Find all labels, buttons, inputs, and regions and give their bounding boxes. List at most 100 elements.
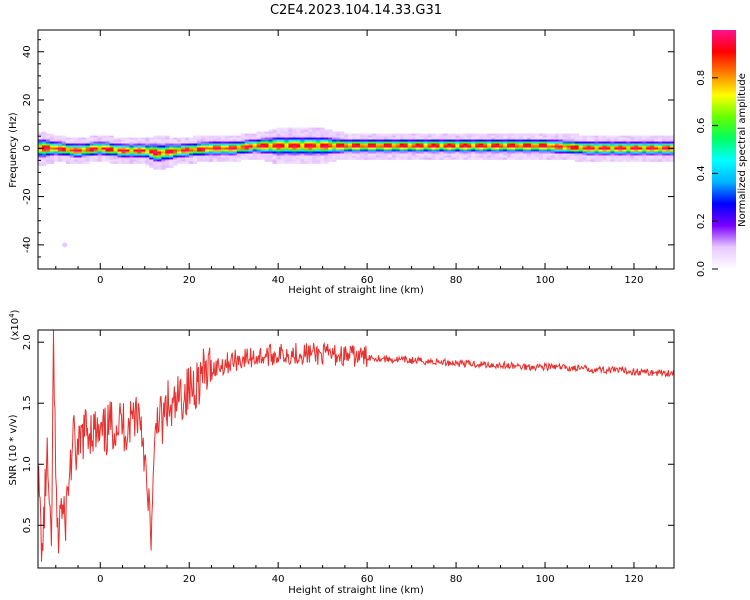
heatmap-cell [499, 143, 504, 146]
heatmap-cell [518, 141, 524, 144]
heatmap-cell [328, 159, 333, 162]
heatmap-cell [344, 145, 349, 148]
heatmap-cell [530, 151, 536, 154]
heatmap-cell [507, 133, 512, 136]
heatmap-cell [562, 135, 568, 138]
heatmap-cell [77, 161, 83, 164]
heatmap-cell [165, 145, 170, 148]
heatmap-cell [650, 135, 655, 138]
heatmap-cell [193, 143, 198, 146]
heatmap-cell [558, 157, 564, 160]
heatmap-cell [646, 141, 651, 144]
heatmap-cell [459, 137, 464, 140]
heatmap-cell [268, 155, 273, 158]
heatmap-cell [228, 143, 234, 146]
heatmap-cell [526, 141, 532, 144]
heatmap-cell [117, 149, 122, 152]
heatmap-cell [69, 143, 75, 146]
heatmap-cell [558, 151, 564, 154]
heatmap-cell [610, 143, 615, 146]
heatmap-cell [97, 145, 103, 148]
heatmap-cell [507, 155, 512, 158]
heatmap-cell [570, 135, 576, 138]
heatmap-cell [93, 143, 99, 146]
heatmap-cell [73, 157, 79, 160]
heatmap-cell [518, 157, 524, 160]
heatmap-cell [626, 139, 631, 142]
heatmap-cell [435, 139, 440, 142]
heatmap-cell [340, 141, 345, 144]
heatmap-cell [252, 157, 258, 160]
heatmap-cell [574, 159, 580, 162]
heatmap-cell [252, 145, 258, 148]
heatmap-cell [38, 151, 43, 154]
heatmap-cell [542, 149, 548, 152]
heatmap-cell [288, 127, 293, 130]
heatmap-cell [216, 151, 222, 154]
heatmap-cell [157, 159, 162, 162]
heatmap-cell [216, 137, 222, 140]
heatmap-cell [348, 141, 353, 144]
heatmap-cell [411, 141, 417, 144]
heatmap-cell [173, 147, 178, 150]
heatmap-cell [280, 153, 285, 156]
heatmap-cell [320, 139, 325, 142]
heatmap-cell [212, 159, 218, 162]
heatmap-cell [443, 135, 448, 138]
heatmap-cell [352, 141, 357, 144]
heatmap-cell [89, 153, 95, 156]
heatmap-cell [161, 155, 166, 158]
heatmap-cell [507, 151, 512, 154]
heatmap-cell [101, 139, 106, 142]
heatmap-cell [546, 149, 552, 152]
heatmap-cell [344, 157, 349, 160]
heatmap-cell [260, 147, 265, 150]
heatmap-cell [153, 151, 158, 154]
heatmap-cell [189, 147, 194, 150]
heatmap-cell [670, 139, 675, 142]
heatmap-cell [582, 141, 587, 144]
heatmap-cell [383, 135, 389, 138]
heatmap-cell [216, 141, 222, 144]
snr-x-ticks: 0 20 40 60 80 100 120 [55, 330, 657, 585]
heatmap-cell [328, 133, 333, 136]
heatmap-cell [45, 153, 51, 156]
heatmap-cell [566, 151, 572, 154]
heatmap-cell [455, 155, 460, 158]
heatmap-cell [38, 153, 43, 156]
x-tick-label: 100 [535, 275, 554, 286]
heatmap-cell [332, 143, 337, 146]
heatmap-cell [630, 155, 635, 158]
heatmap-cell [268, 133, 273, 136]
heatmap-cell [427, 157, 432, 160]
heatmap-cell [73, 153, 79, 156]
heatmap-cell [642, 137, 647, 140]
heatmap-cell [312, 157, 317, 160]
heatmap-cell [169, 151, 174, 154]
heatmap-cell [495, 149, 500, 152]
heatmap-cell [618, 155, 623, 158]
heatmap-cell [312, 161, 317, 164]
spectrogram-x-ticks: 0 20 40 60 80 100 120 [55, 30, 657, 286]
heatmap-cell [200, 143, 206, 146]
y-tick-label: 40 [22, 45, 33, 58]
heatmap-cell [185, 139, 190, 142]
heatmap-cell [371, 145, 377, 148]
heatmap-cell [475, 143, 480, 146]
heatmap-cell [189, 159, 194, 162]
heatmap-cell [499, 155, 504, 158]
heatmap-cell [81, 143, 87, 146]
snr-y-multiplier: (x104) [8, 309, 21, 340]
heatmap-cell [276, 157, 281, 160]
heatmap-cell [606, 155, 611, 158]
heatmap-cell [332, 151, 337, 154]
heatmap-cell [61, 147, 67, 150]
heatmap-cell [45, 161, 51, 164]
heatmap-cell [522, 153, 528, 156]
heatmap-cell [320, 133, 325, 136]
heatmap-cell [200, 147, 206, 150]
heatmap-cell [634, 157, 639, 160]
heatmap-cell [427, 149, 432, 152]
heatmap-cell [590, 145, 595, 148]
heatmap-cell [348, 137, 353, 140]
